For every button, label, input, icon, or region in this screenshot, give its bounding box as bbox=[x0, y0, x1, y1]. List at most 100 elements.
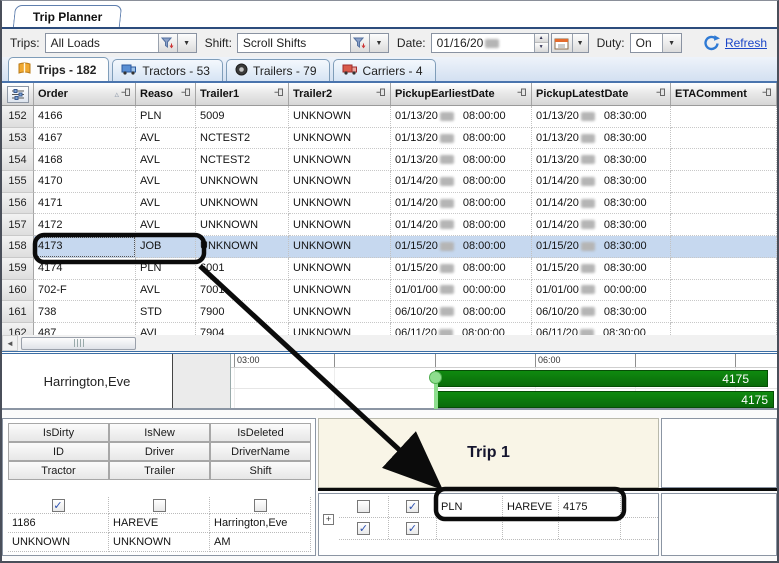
grid-cell-eta[interactable] bbox=[671, 171, 777, 193]
gantt-bar-trip[interactable]: 4175 bbox=[435, 391, 774, 408]
gantt-resource-cell[interactable]: Harrington,Eve bbox=[2, 354, 173, 408]
grid-cell[interactable]: 4173 bbox=[34, 236, 136, 258]
grid-cell[interactable]: UNKNOWN bbox=[196, 171, 289, 193]
grid-cell-date[interactable]: 01/15/20 08:00:00 bbox=[391, 236, 532, 258]
grid-cell[interactable]: UNKNOWN bbox=[289, 214, 391, 237]
checkbox[interactable] bbox=[152, 498, 166, 512]
trips-dropdown-button[interactable]: ▼ bbox=[176, 34, 196, 52]
checkbox-checked[interactable]: ✓ bbox=[357, 522, 370, 535]
grid-cell-date[interactable]: 01/14/20 08:30:00 bbox=[532, 171, 671, 193]
trip-row[interactable]: ✓ ✓ bbox=[339, 518, 658, 540]
row-number-cell[interactable]: 157 bbox=[2, 214, 34, 237]
grid-cell-date[interactable]: 01/15/20 08:00:00 bbox=[391, 257, 532, 280]
row-number-cell[interactable]: 154 bbox=[2, 149, 34, 172]
grid-cell-eta[interactable] bbox=[671, 236, 777, 258]
row-number-cell[interactable]: 160 bbox=[2, 279, 34, 302]
grid-cell[interactable]: AVL bbox=[136, 149, 196, 172]
grid-cell-date[interactable]: 01/13/20 08:00:00 bbox=[391, 149, 532, 172]
grid-cell[interactable]: UNKNOWN bbox=[289, 171, 391, 193]
grid-cell[interactable]: AVL bbox=[136, 214, 196, 237]
trips-filter-button[interactable] bbox=[157, 34, 177, 52]
table-row[interactable]: 153 4167 AVL NCTEST2 UNKNOWN 01/13/20 08:00:00… bbox=[2, 127, 777, 150]
detail-value-cell[interactable]: UNKNOWN bbox=[109, 533, 210, 552]
scrollbar-thumb[interactable] bbox=[21, 336, 136, 350]
table-row[interactable]: 152 4166 PLN 5009 UNKNOWN 01/13/20 08:00:00 01/… bbox=[2, 106, 777, 128]
checkbox-checked[interactable]: ✓ bbox=[406, 522, 419, 535]
grid-cell-eta[interactable] bbox=[671, 323, 777, 335]
row-number-cell[interactable]: 158 bbox=[2, 236, 34, 258]
trip-cell[interactable]: PLN bbox=[437, 496, 503, 517]
detail-header-driver[interactable]: Driver bbox=[109, 442, 210, 461]
grid-cell[interactable]: UNKNOWN bbox=[289, 323, 391, 335]
trip-cell[interactable]: 4175 bbox=[559, 496, 621, 517]
table-row[interactable]: 159 4174 PLN 6001 UNKNOWN 01/15/20 08:00:00 01/… bbox=[2, 257, 777, 280]
grid-cell[interactable]: 6001 bbox=[196, 257, 289, 280]
grid-cell[interactable]: 4168 bbox=[34, 149, 136, 172]
table-row[interactable]: 158 4173 JOB UNKNOWN UNKNOWN 01/15/20 08:00:00… bbox=[2, 236, 777, 258]
grid-cell[interactable]: AVL bbox=[136, 323, 196, 335]
grid-cell[interactable]: UNKNOWN bbox=[289, 236, 391, 258]
tab-trips[interactable]: Trips - 182 bbox=[8, 57, 110, 81]
grid-cell-date[interactable]: 06/10/20 08:30:00 bbox=[532, 301, 671, 323]
trip-cell[interactable] bbox=[503, 518, 559, 539]
table-row[interactable]: 162 487 AVL 7904 UNKNOWN 06/11/20 08:00:00 06/1… bbox=[2, 323, 777, 335]
grid-cell-eta[interactable] bbox=[671, 149, 777, 172]
detail-header-id[interactable]: ID bbox=[8, 442, 109, 461]
expand-plus-button[interactable]: + bbox=[323, 514, 334, 525]
grid-cell-eta[interactable] bbox=[671, 192, 777, 215]
grid-cell[interactable]: 4170 bbox=[34, 171, 136, 193]
trip-planner-tab[interactable]: Trip Planner bbox=[12, 5, 123, 27]
grid-cell-date[interactable]: 01/14/20 08:00:00 bbox=[391, 171, 532, 193]
detail-header-tractor[interactable]: Tractor bbox=[8, 461, 109, 480]
detail-value-cell[interactable]: HAREVE bbox=[109, 514, 210, 533]
trip-cell[interactable] bbox=[559, 518, 621, 539]
shift-dropdown-button[interactable]: ▼ bbox=[368, 34, 388, 52]
grid-cell[interactable]: 4171 bbox=[34, 192, 136, 215]
grid-cell[interactable]: 7904 bbox=[196, 323, 289, 335]
table-row[interactable]: 156 4171 AVL UNKNOWN UNKNOWN 01/14/20 08:00:00… bbox=[2, 192, 777, 215]
row-number-cell[interactable]: 162 bbox=[2, 323, 34, 335]
calendar-dropdown-button[interactable]: ▼ bbox=[571, 34, 588, 52]
trip-cell[interactable]: HAREVE bbox=[503, 496, 559, 517]
table-row[interactable]: 155 4170 AVL UNKNOWN UNKNOWN 01/14/20 08:00:00… bbox=[2, 171, 777, 193]
detail-value-cell[interactable]: 1186 bbox=[8, 514, 109, 533]
row-number-cell[interactable]: 159 bbox=[2, 257, 34, 280]
grid-cell[interactable]: 4174 bbox=[34, 257, 136, 280]
trip-row[interactable]: ✓ PLN HAREVE 4175 bbox=[339, 496, 658, 518]
column-header-trailer2[interactable]: Trailer2 bbox=[289, 83, 391, 105]
table-row[interactable]: 157 4172 AVL UNKNOWN UNKNOWN 01/14/20 08:00:00… bbox=[2, 214, 777, 237]
detail-header-trailer[interactable]: Trailer bbox=[109, 461, 210, 480]
grid-cell[interactable]: 4172 bbox=[34, 214, 136, 237]
grid-cell[interactable]: UNKNOWN bbox=[289, 279, 391, 302]
field-chooser-button[interactable] bbox=[6, 85, 29, 103]
grid-cell[interactable]: NCTEST2 bbox=[196, 127, 289, 150]
gantt-start-marker[interactable] bbox=[429, 371, 442, 384]
grid-cell-date[interactable]: 01/15/20 08:30:00 bbox=[532, 257, 671, 280]
detail-header-shift[interactable]: Shift bbox=[210, 461, 311, 480]
column-header-pickuplatestdate[interactable]: PickupLatestDate bbox=[532, 83, 671, 105]
grid-cell-eta[interactable] bbox=[671, 106, 777, 128]
shift-filter-button[interactable] bbox=[349, 34, 369, 52]
column-header-order[interactable]: Order ▵ bbox=[34, 83, 136, 105]
grid-cell[interactable]: 4166 bbox=[34, 106, 136, 128]
column-header-reaso[interactable]: Reaso bbox=[136, 83, 196, 105]
grid-cell-date[interactable]: 01/14/20 08:00:00 bbox=[391, 192, 532, 215]
refresh-button[interactable]: Refresh bbox=[703, 35, 767, 51]
grid-cell-eta[interactable] bbox=[671, 279, 777, 302]
grid-cell[interactable]: AVL bbox=[136, 127, 196, 150]
trips-combo[interactable]: All Loads ▼ bbox=[44, 33, 197, 53]
grid-cell[interactable]: UNKNOWN bbox=[289, 301, 391, 323]
grid-cell-eta[interactable] bbox=[671, 257, 777, 280]
column-header-etacomment[interactable]: ETAComment bbox=[671, 83, 777, 105]
checkbox-checked[interactable]: ✓ bbox=[406, 500, 419, 513]
checkbox-checked[interactable]: ✓ bbox=[51, 498, 65, 512]
row-number-cell[interactable]: 152 bbox=[2, 106, 34, 128]
shift-combo[interactable]: Scroll Shifts ▼ bbox=[236, 33, 389, 53]
grid-cell[interactable]: UNKNOWN bbox=[289, 106, 391, 128]
tab-carriers[interactable]: Carriers - 4 bbox=[332, 59, 436, 81]
scroll-left-icon[interactable]: ◄ bbox=[2, 335, 18, 351]
grid-cell[interactable]: UNKNOWN bbox=[289, 149, 391, 172]
row-number-cell[interactable]: 155 bbox=[2, 171, 34, 193]
detail-value-cell[interactable]: AM bbox=[210, 533, 311, 552]
grid-cell[interactable]: NCTEST2 bbox=[196, 149, 289, 172]
